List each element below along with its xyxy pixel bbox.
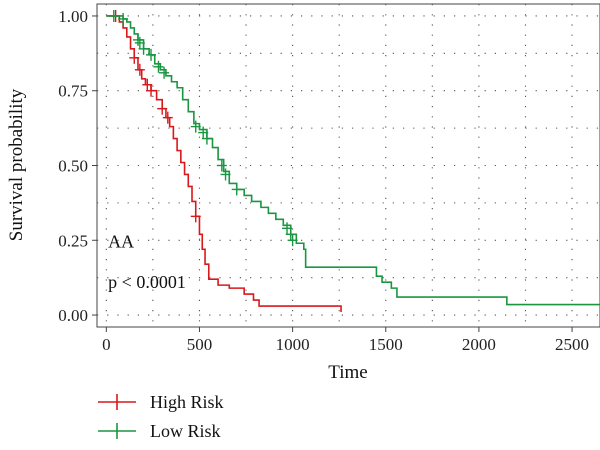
censor-mark bbox=[190, 120, 201, 133]
censor-mark bbox=[285, 228, 296, 241]
censor-mark bbox=[220, 168, 231, 181]
censor-mark bbox=[201, 132, 212, 145]
legend-label: Low Risk bbox=[150, 421, 221, 441]
series-layer bbox=[106, 9, 600, 313]
annotation-text: p < 0.0001 bbox=[108, 272, 186, 292]
annotation-text: AA bbox=[108, 232, 134, 252]
x-tick-label: 0 bbox=[102, 335, 111, 354]
censor-mark bbox=[157, 102, 168, 115]
censor-mark bbox=[231, 183, 242, 196]
censor-mark bbox=[162, 111, 173, 124]
series-line-high-risk bbox=[106, 15, 342, 313]
censor-mark bbox=[190, 210, 201, 223]
legend-item: Low Risk bbox=[98, 421, 221, 441]
legend-label: High Risk bbox=[150, 392, 224, 412]
x-tick-label: 1000 bbox=[276, 335, 310, 354]
x-tick-label: 2000 bbox=[462, 335, 496, 354]
y-tick-label: 0.75 bbox=[58, 82, 88, 101]
censor-mark bbox=[153, 60, 164, 73]
x-tick-label: 2500 bbox=[555, 335, 589, 354]
censor-mark bbox=[129, 51, 140, 64]
y-tick-label: 0.50 bbox=[58, 157, 88, 176]
censor-mark bbox=[132, 33, 143, 46]
x-tick-label: 1500 bbox=[369, 335, 403, 354]
censor-mark bbox=[118, 12, 129, 25]
grid-lines bbox=[97, 4, 600, 327]
y-tick-label: 1.00 bbox=[58, 7, 88, 26]
censor-mark bbox=[108, 9, 119, 22]
censor-mark bbox=[146, 48, 157, 61]
y-tick-label: 0.25 bbox=[58, 231, 88, 250]
censor-mark bbox=[287, 234, 298, 247]
y-tick-label: 0.00 bbox=[58, 306, 88, 325]
censor-mark bbox=[138, 42, 149, 55]
y-axis-title: Survival probability bbox=[6, 88, 27, 241]
axes: 0 500 1000 1500 2000 2500 0.00 0.25 0.50 0.75 1.00 bbox=[58, 7, 589, 354]
censor-mark bbox=[159, 66, 170, 79]
x-tick-label: 500 bbox=[187, 335, 213, 354]
censor-mark bbox=[146, 84, 157, 97]
legend-item: High Risk bbox=[98, 392, 224, 412]
censor-mark bbox=[216, 159, 227, 172]
censor-mark bbox=[134, 63, 145, 76]
legend: High Risk Low Risk bbox=[98, 392, 224, 441]
x-axis-title: Time bbox=[328, 362, 367, 383]
annotations: AA p < 0.0001 bbox=[108, 232, 186, 292]
